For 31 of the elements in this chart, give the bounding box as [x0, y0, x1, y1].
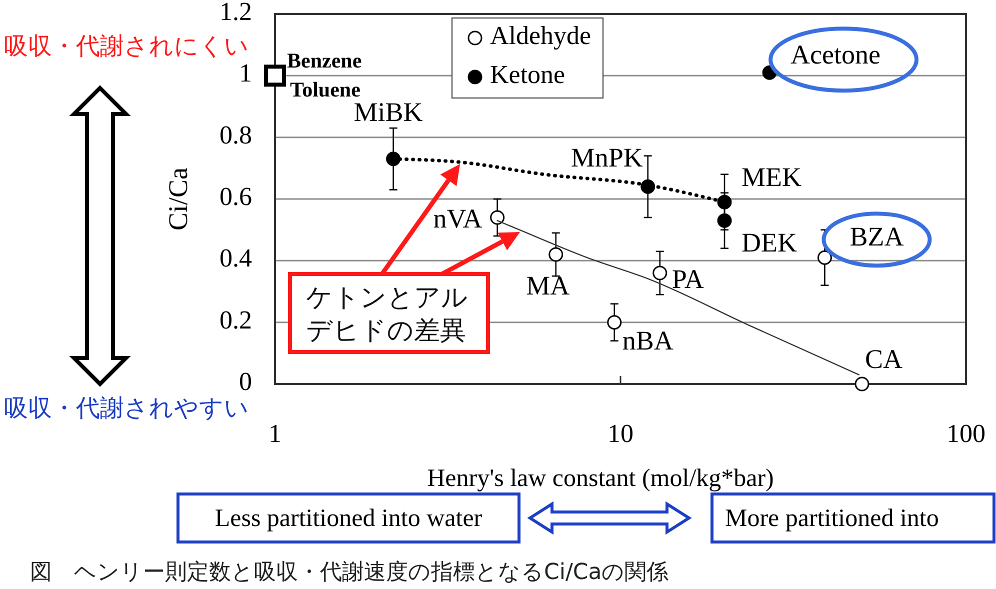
text: 図 ヘンリー則定数と吸収・代謝速度の指標となるCi/Caの関係 [30, 560, 669, 585]
y-tick-label: 0.6 [220, 182, 252, 211]
annotation: CA [864, 344, 904, 374]
y-tick-label: 0 [239, 366, 252, 396]
text: Less partitioned into water [214, 505, 483, 532]
y-tick-label: 1 [239, 58, 252, 88]
x-tick-label: 1 [268, 418, 282, 448]
annotation: MEK [742, 162, 802, 192]
annotation: nVA [433, 204, 483, 234]
x-axis-title: Henry's law constant (mol/kg*bar) [427, 465, 774, 492]
y-tick-label: 0.4 [220, 244, 252, 273]
annotation: Acetone [790, 40, 881, 70]
text: 吸収・代謝されやすい [4, 394, 249, 422]
legend-label: Aldehyde [490, 20, 592, 50]
annotation: PA [672, 264, 704, 294]
y-axis-title: Ci/Ca [163, 167, 193, 231]
annotation: nBA [622, 325, 674, 356]
annotation: Benzene [287, 48, 362, 73]
annotation: DEK [742, 228, 798, 258]
text: 吸収・代謝されにくい [4, 32, 249, 60]
text: More partitioned into [725, 505, 939, 532]
x-tick-label: 100 [946, 418, 986, 448]
annotation: MnPK [570, 142, 644, 173]
x-tick-label: 10 [608, 418, 634, 448]
annotation: MA [526, 270, 570, 300]
annotation: ケトンとアルデヒドの差異 [306, 283, 468, 346]
y-tick-label: 0.2 [220, 305, 252, 334]
y-tick-label: 0.8 [220, 120, 252, 150]
y-tick-label: 1.2 [220, 0, 252, 26]
annotation: BZA [850, 222, 904, 252]
legend-label: Ketone [490, 60, 566, 89]
